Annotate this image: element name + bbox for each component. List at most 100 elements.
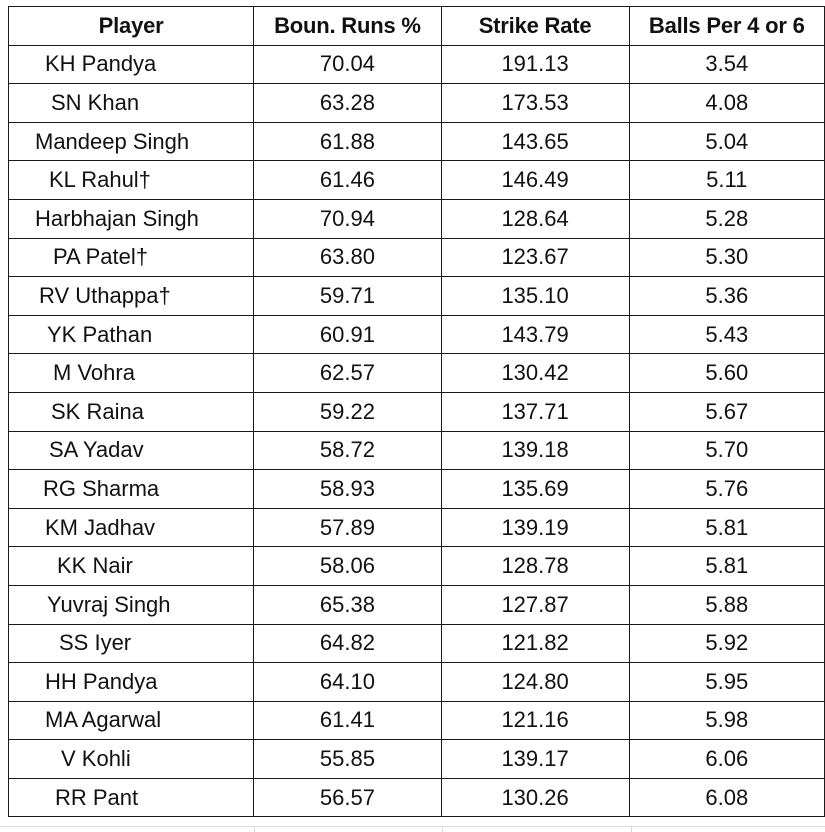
balls-per-boundary-cell: 4.08 bbox=[628, 83, 825, 123]
player-name-cell: RV Uthappa† bbox=[7, 276, 255, 316]
player-name-cell: SA Yadav bbox=[7, 430, 255, 471]
boundary-runs-pct-cell: 59.22 bbox=[253, 391, 442, 432]
table-row: V Kohli 55.85 139.17 6.06 bbox=[7, 739, 825, 779]
strike-rate-cell: 137.71 bbox=[440, 391, 630, 432]
player-name-cell: RR Pant bbox=[7, 777, 255, 818]
table-row: SN Khan 63.28 173.53 4.08 bbox=[7, 83, 825, 123]
table-row: RG Sharma 58.93 135.69 5.76 bbox=[7, 469, 825, 509]
strike-rate-cell: 139.17 bbox=[440, 739, 630, 779]
balls-per-boundary-cell: 5.28 bbox=[628, 198, 825, 239]
table-row: Harbhajan Singh 70.94 128.64 5.28 bbox=[7, 198, 825, 239]
player-name-cell: KK Nair bbox=[7, 546, 255, 586]
player-name-cell: SN Khan bbox=[7, 83, 255, 123]
boundary-runs-pct-cell: 58.93 bbox=[253, 469, 442, 509]
header-row: Player Boun. Runs % Strike Rate Balls Pe… bbox=[7, 6, 825, 46]
header-boundary-runs-pct: Boun. Runs % bbox=[253, 6, 442, 46]
boundary-runs-pct-cell: 61.46 bbox=[253, 160, 442, 200]
strike-rate-cell: 135.10 bbox=[440, 276, 630, 316]
balls-per-boundary-cell: 5.88 bbox=[628, 584, 825, 625]
balls-per-boundary-cell: 5.36 bbox=[628, 276, 825, 316]
player-name-cell: Mandeep Singh bbox=[7, 121, 255, 162]
strike-rate-cell: 173.53 bbox=[440, 83, 630, 123]
strike-rate-cell: 124.80 bbox=[440, 662, 630, 702]
boundary-runs-pct-cell: 70.94 bbox=[253, 198, 442, 239]
player-name-cell: SK Raina bbox=[7, 391, 255, 432]
table-row: RV Uthappa† 59.71 135.10 5.36 bbox=[7, 276, 825, 316]
balls-per-boundary-cell: 6.06 bbox=[628, 739, 825, 779]
player-stats-table: Player Boun. Runs % Strike Rate Balls Pe… bbox=[7, 6, 825, 818]
boundary-runs-pct-cell: 60.91 bbox=[253, 314, 442, 355]
strike-rate-cell: 128.78 bbox=[440, 546, 630, 586]
header-balls-per-boundary: Balls Per 4 or 6 bbox=[628, 6, 825, 46]
header-strike-rate: Strike Rate bbox=[440, 6, 630, 46]
table-row: KM Jadhav 57.89 139.19 5.81 bbox=[7, 507, 825, 548]
balls-per-boundary-cell: 5.67 bbox=[628, 391, 825, 432]
table-row: Mandeep Singh 61.88 143.65 5.04 bbox=[7, 121, 825, 162]
boundary-runs-pct-cell: 65.38 bbox=[253, 584, 442, 625]
boundary-runs-pct-cell: 58.72 bbox=[253, 430, 442, 471]
strike-rate-cell: 146.49 bbox=[440, 160, 630, 200]
balls-per-boundary-cell: 5.60 bbox=[628, 353, 825, 393]
strike-rate-cell: 121.16 bbox=[440, 700, 630, 741]
player-name-cell: RG Sharma bbox=[7, 469, 255, 509]
balls-per-boundary-cell: 5.43 bbox=[628, 314, 825, 355]
table-row: KK Nair 58.06 128.78 5.81 bbox=[7, 546, 825, 586]
header-player: Player bbox=[7, 6, 255, 46]
balls-per-boundary-cell: 5.95 bbox=[628, 662, 825, 702]
grid-tick bbox=[254, 826, 255, 832]
grid-tick bbox=[442, 826, 443, 832]
strike-rate-cell: 139.19 bbox=[440, 507, 630, 548]
player-name-cell: KM Jadhav bbox=[7, 507, 255, 548]
player-name-cell: MA Agarwal bbox=[7, 700, 255, 741]
player-name-cell: PA Patel† bbox=[7, 237, 255, 278]
table-row: MA Agarwal 61.41 121.16 5.98 bbox=[7, 700, 825, 741]
gridline bbox=[0, 826, 825, 827]
balls-per-boundary-cell: 6.08 bbox=[628, 777, 825, 818]
player-name-cell: V Kohli bbox=[7, 739, 255, 779]
boundary-runs-pct-cell: 56.57 bbox=[253, 777, 442, 818]
player-name-cell: Harbhajan Singh bbox=[7, 198, 255, 239]
strike-rate-cell: 121.82 bbox=[440, 623, 630, 664]
table-row: RR Pant 56.57 130.26 6.08 bbox=[7, 777, 825, 818]
table-row: SK Raina 59.22 137.71 5.67 bbox=[7, 391, 825, 432]
boundary-runs-pct-cell: 63.28 bbox=[253, 83, 442, 123]
player-name-cell: SS Iyer bbox=[7, 623, 255, 664]
player-name-cell: KL Rahul† bbox=[7, 160, 255, 200]
balls-per-boundary-cell: 5.76 bbox=[628, 469, 825, 509]
player-name-cell: KH Pandya bbox=[7, 44, 255, 85]
balls-per-boundary-cell: 5.70 bbox=[628, 430, 825, 471]
strike-rate-cell: 143.65 bbox=[440, 121, 630, 162]
boundary-runs-pct-cell: 63.80 bbox=[253, 237, 442, 278]
balls-per-boundary-cell: 5.92 bbox=[628, 623, 825, 664]
strike-rate-cell: 143.79 bbox=[440, 314, 630, 355]
strike-rate-cell: 135.69 bbox=[440, 469, 630, 509]
table-row: M Vohra 62.57 130.42 5.60 bbox=[7, 353, 825, 393]
strike-rate-cell: 191.13 bbox=[440, 44, 630, 85]
strike-rate-cell: 130.42 bbox=[440, 353, 630, 393]
boundary-runs-pct-cell: 64.82 bbox=[253, 623, 442, 664]
boundary-runs-pct-cell: 70.04 bbox=[253, 44, 442, 85]
boundary-runs-pct-cell: 64.10 bbox=[253, 662, 442, 702]
strike-rate-cell: 128.64 bbox=[440, 198, 630, 239]
table-row: SS Iyer 64.82 121.82 5.92 bbox=[7, 623, 825, 664]
boundary-runs-pct-cell: 61.41 bbox=[253, 700, 442, 741]
table-row: HH Pandya 64.10 124.80 5.95 bbox=[7, 662, 825, 702]
strike-rate-cell: 139.18 bbox=[440, 430, 630, 471]
player-name-cell: YK Pathan bbox=[7, 314, 255, 355]
table-row: YK Pathan 60.91 143.79 5.43 bbox=[7, 314, 825, 355]
boundary-runs-pct-cell: 59.71 bbox=[253, 276, 442, 316]
boundary-runs-pct-cell: 57.89 bbox=[253, 507, 442, 548]
table-row: KH Pandya 70.04 191.13 3.54 bbox=[7, 44, 825, 85]
table-body: KH Pandya 70.04 191.13 3.54 SN Khan 63.28 173.… bbox=[7, 44, 825, 818]
table-row: Yuvraj Singh 65.38 127.87 5.88 bbox=[7, 584, 825, 625]
balls-per-boundary-cell: 5.04 bbox=[628, 121, 825, 162]
table-row: SA Yadav 58.72 139.18 5.70 bbox=[7, 430, 825, 471]
balls-per-boundary-cell: 5.11 bbox=[628, 160, 825, 200]
player-name-cell: Yuvraj Singh bbox=[7, 584, 255, 625]
table-row: KL Rahul† 61.46 146.49 5.11 bbox=[7, 160, 825, 200]
grid-tick bbox=[631, 826, 632, 832]
boundary-runs-pct-cell: 62.57 bbox=[253, 353, 442, 393]
balls-per-boundary-cell: 5.81 bbox=[628, 507, 825, 548]
strike-rate-cell: 127.87 bbox=[440, 584, 630, 625]
balls-per-boundary-cell: 5.81 bbox=[628, 546, 825, 586]
